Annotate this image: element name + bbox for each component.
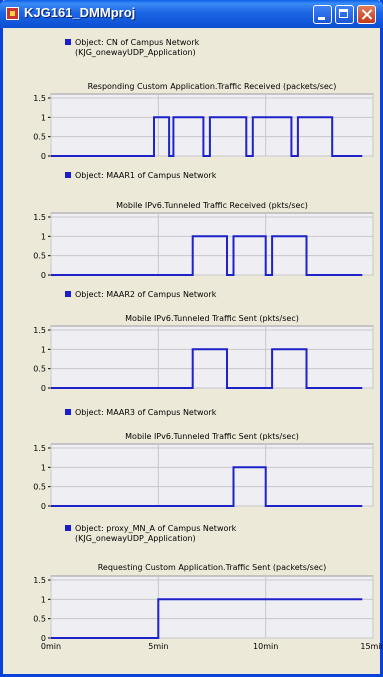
chart-title: Mobile IPv6.Tunneled Traffic Sent (pkts/… (125, 314, 299, 323)
chart-title: Responding Custom Application.Traffic Re… (88, 82, 337, 91)
series-line (51, 598, 363, 639)
panel-object-label: Object: MAAR1 of Campus Network (65, 171, 216, 181)
panel-object-label: Object: MAAR3 of Campus Network (65, 408, 216, 418)
series-line (51, 235, 363, 276)
x-tick-label: 15min (360, 642, 383, 651)
series-line (51, 466, 363, 507)
plot-area (50, 575, 374, 639)
charts-svg: Responding Custom Application.Traffic Re… (33, 82, 383, 651)
graph-area: Object: CN of Campus Network (KJG_oneway… (3, 28, 383, 674)
y-tick-label: 1.5 (33, 94, 46, 103)
chart-title: Requesting Custom Application.Traffic Se… (98, 563, 327, 572)
series-color-square (65, 39, 71, 45)
x-tick-label: 5min (148, 642, 168, 651)
chart-title: Mobile IPv6.Tunneled Traffic Received (p… (116, 201, 308, 210)
minimize-button[interactable] (313, 5, 332, 24)
series-color-square (65, 525, 71, 531)
app-icon[interactable] (6, 7, 19, 20)
y-tick-label: 1 (41, 232, 46, 241)
x-tick-label: 10min (253, 642, 278, 651)
y-tick-label: 1.5 (33, 326, 46, 335)
panel-object-label: Object: CN of Campus Network (KJG_oneway… (65, 38, 199, 58)
y-tick-label: 0.5 (33, 365, 46, 374)
series-color-square (65, 409, 71, 415)
y-tick-label: 1 (41, 463, 46, 472)
series-color-square (65, 291, 71, 297)
y-tick-label: 0.5 (33, 615, 46, 624)
x-tick-label: 0min (41, 642, 61, 651)
plot-area (50, 443, 374, 507)
y-tick-label: 0 (41, 502, 46, 511)
y-tick-label: 1.5 (33, 213, 46, 222)
y-tick-label: 0.5 (33, 133, 46, 142)
series-color-square (65, 172, 71, 178)
y-tick-label: 0 (41, 152, 46, 161)
y-tick-label: 1 (41, 595, 46, 604)
plot-area (50, 325, 374, 389)
series-line (51, 116, 363, 157)
y-tick-label: 1 (41, 345, 46, 354)
title-bar[interactable]: KJG161_DMMproj (0, 0, 383, 28)
plot-area (50, 212, 374, 276)
y-tick-label: 1.5 (33, 444, 46, 453)
y-tick-label: 0 (41, 384, 46, 393)
y-tick-label: 0.5 (33, 252, 46, 261)
plot-area (50, 93, 374, 157)
panel-object-label: Object: MAAR2 of Campus Network (65, 290, 216, 300)
y-tick-label: 0 (41, 271, 46, 280)
panel-object-label: Object: proxy_MN_A of Campus Network (KJ… (65, 524, 236, 544)
close-button[interactable] (357, 5, 376, 24)
window-title: KJG161_DMMproj (24, 5, 136, 20)
chart-title: Mobile IPv6.Tunneled Traffic Sent (pkts/… (125, 432, 299, 441)
y-tick-label: 1.5 (33, 576, 46, 585)
y-tick-label: 1 (41, 113, 46, 122)
y-tick-label: 0.5 (33, 483, 46, 492)
y-tick-label: 0 (41, 634, 46, 643)
series-line (51, 348, 363, 389)
maximize-button[interactable] (335, 5, 354, 24)
